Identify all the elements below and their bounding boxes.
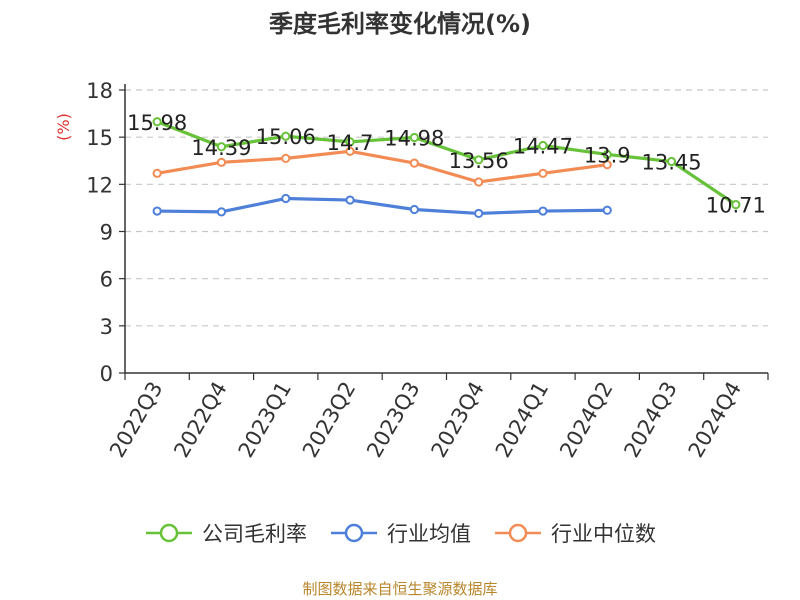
data-point: [409, 204, 419, 215]
data-label: 13.9: [584, 143, 631, 167]
legend-swatch-icon: [331, 523, 377, 543]
data-point: [538, 168, 548, 178]
data-label: 14.98: [384, 126, 444, 150]
data-label: 14.47: [513, 134, 573, 158]
chart-title: 季度毛利率变化情况(%): [269, 10, 531, 38]
legend-swatch-icon: [495, 523, 541, 543]
data-point: [152, 168, 162, 178]
x-tick-label: 2023Q4: [427, 378, 489, 462]
y-tick-label: 15: [86, 126, 113, 150]
data-point: [602, 149, 612, 160]
legend-item[interactable]: 行业中位数: [493, 518, 656, 548]
legend-label: 行业中位数: [551, 522, 656, 546]
data-point: [216, 142, 227, 152]
data-point: [281, 131, 291, 141]
data-point: [602, 160, 612, 170]
x-tick-label: 2023Q2: [298, 378, 360, 462]
source-note: 制图数据来自恒生聚源数据库: [302, 580, 498, 598]
legend-swatch-icon: [146, 523, 192, 543]
data-point: [216, 157, 227, 167]
data-point: [666, 156, 677, 167]
series-line-0: [156, 120, 737, 206]
data-label: 14.7: [327, 131, 374, 155]
data-point: [538, 206, 548, 216]
data-point: [409, 132, 419, 143]
data-point: [538, 140, 548, 151]
x-tick-label: 2023Q3: [362, 378, 424, 462]
legend-item[interactable]: 行业均值: [329, 518, 471, 548]
x-tick-label: 2022Q3: [105, 378, 167, 462]
data-point: [602, 205, 612, 215]
x-tick-label: 2024Q2: [555, 378, 617, 462]
data-label: 13.56: [449, 149, 509, 173]
data-point: [216, 207, 227, 217]
legend-label: 行业均值: [387, 522, 471, 546]
y-tick-label: 9: [100, 221, 113, 245]
data-point: [474, 208, 484, 219]
data-label: 13.45: [641, 151, 701, 175]
y-tick-label: 6: [100, 268, 113, 292]
y-tick-label: 12: [86, 173, 113, 197]
y-tick-label: 0: [100, 362, 113, 386]
grid-lines: [125, 89, 768, 327]
series-line-1: [157, 196, 608, 216]
y-axis-label: (%): [54, 113, 73, 141]
data-point: [345, 195, 355, 205]
legend: 公司毛利率 行业均值 行业中位数: [0, 518, 800, 548]
data-label: 15.06: [256, 125, 316, 149]
data-point: [152, 117, 162, 127]
x-tick-label: 2024Q3: [619, 378, 681, 462]
y-tick-label: 3: [100, 315, 113, 339]
x-tick-label: 2024Q4: [684, 378, 746, 462]
y-tick-label: 18: [86, 79, 113, 103]
series-lines: [152, 117, 741, 219]
x-tick-label: 2022Q4: [169, 378, 231, 462]
data-point: [409, 158, 419, 168]
data-label: 14.39: [191, 136, 251, 160]
data-point: [474, 155, 484, 165]
data-point: [345, 146, 355, 156]
legend-item[interactable]: 公司毛利率: [144, 518, 307, 548]
data-point: [281, 193, 291, 204]
data-point: [281, 153, 291, 163]
data-point: [152, 206, 162, 216]
data-point: [345, 137, 355, 147]
x-tick-label: 2023Q1: [234, 378, 296, 462]
legend-label: 公司毛利率: [202, 522, 307, 546]
data-point: [731, 200, 741, 210]
data-point: [474, 177, 484, 187]
data-label: 10.71: [706, 194, 766, 218]
data-label: 15.98: [127, 111, 187, 135]
x-tick-label: 2024Q1: [491, 378, 553, 462]
series-line-2: [156, 149, 608, 184]
